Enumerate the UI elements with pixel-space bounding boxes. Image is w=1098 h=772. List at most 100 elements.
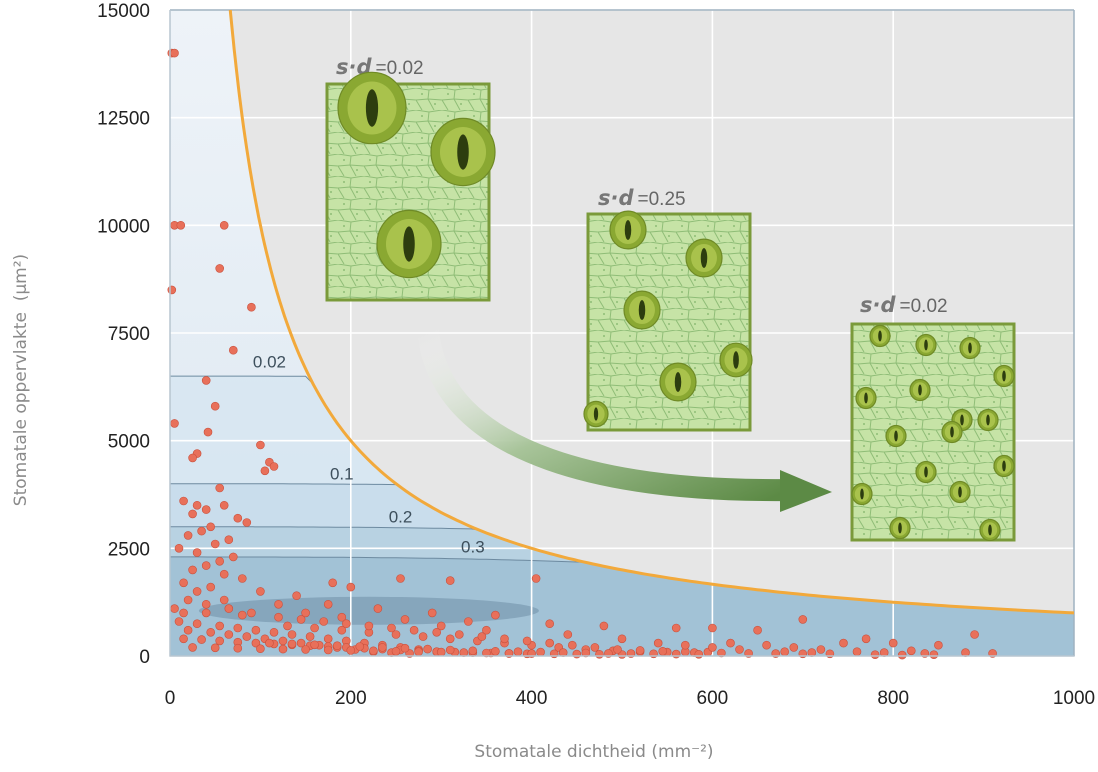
data-point — [934, 640, 943, 650]
data-point — [346, 646, 356, 655]
data-point — [206, 627, 215, 637]
data-point — [590, 643, 600, 652]
data-point — [219, 595, 229, 605]
data-point — [906, 646, 916, 656]
data-point — [680, 640, 690, 650]
data-point — [265, 638, 274, 648]
data-point — [170, 419, 179, 428]
trend-arrow — [417, 328, 791, 502]
data-point — [201, 376, 211, 385]
data-point — [233, 643, 243, 653]
data-point — [346, 582, 356, 592]
data-point — [400, 643, 410, 653]
boundary-curve — [228, 9, 1075, 615]
data-point — [500, 634, 509, 644]
stoma-pore — [986, 414, 990, 426]
y-tick-label: 7500 — [108, 324, 150, 345]
data-point — [369, 646, 378, 656]
stoma-pore — [988, 524, 992, 536]
data-point — [274, 599, 283, 609]
stoma-pore — [700, 248, 708, 268]
data-point — [364, 621, 374, 631]
data-point — [897, 650, 907, 660]
data-point — [531, 574, 541, 583]
data-point — [256, 440, 265, 450]
x-tick-label: 1000 — [1053, 688, 1095, 709]
stoma-pore — [457, 134, 469, 170]
data-point — [183, 531, 193, 540]
stoma-pore — [403, 226, 415, 262]
data-point — [513, 647, 523, 657]
data-point — [247, 302, 256, 312]
data-point — [170, 604, 179, 613]
data-point — [852, 647, 862, 657]
data-point — [323, 645, 333, 655]
stoma-pore — [924, 466, 928, 478]
data-point — [789, 643, 799, 652]
data-point — [188, 643, 197, 652]
data-point — [278, 636, 288, 646]
data-point — [418, 632, 428, 641]
data-point — [870, 650, 880, 660]
data-point — [396, 574, 405, 583]
data-point — [595, 649, 604, 659]
data-point — [423, 644, 432, 654]
data-point — [658, 646, 668, 656]
data-point — [201, 608, 211, 618]
stoma-pore — [924, 339, 928, 351]
data-point — [341, 619, 351, 629]
data-point — [296, 638, 306, 648]
stoma-pore — [674, 372, 682, 392]
data-point — [179, 608, 188, 618]
data-point — [251, 625, 261, 635]
data-point — [238, 574, 247, 583]
data-point — [260, 466, 270, 476]
data-point — [454, 630, 464, 639]
data-point — [224, 535, 234, 545]
data-point — [861, 634, 871, 644]
data-point — [310, 623, 319, 633]
inset-small-stomata: s·d =0.02 — [850, 293, 1016, 542]
data-point — [219, 221, 229, 230]
data-point — [188, 453, 197, 463]
data-point — [545, 619, 555, 629]
data-point — [653, 638, 663, 648]
data-point — [482, 648, 491, 658]
data-point — [414, 647, 423, 657]
data-point — [206, 522, 215, 532]
data-point — [278, 644, 288, 654]
data-point — [242, 632, 252, 641]
inset-2-sd-value: =0.25 — [638, 189, 686, 210]
data-point — [762, 640, 771, 650]
x-tick-labels: 0 200 400 600 800 1000 — [165, 688, 1095, 709]
data-point — [970, 630, 979, 639]
data-point — [694, 649, 704, 659]
x-tick-label: 600 — [697, 688, 729, 709]
data-point — [491, 610, 500, 620]
stoma-pore — [898, 522, 902, 534]
data-point — [210, 643, 220, 653]
inset-1-sd-value: =0.02 — [376, 58, 424, 79]
data-point — [256, 644, 265, 654]
data-point — [445, 576, 455, 585]
contour-label-2: 0.1 — [330, 464, 354, 483]
y-tick-labels: 0 2500 5000 7500 10000 12500 15000 — [97, 1, 150, 668]
data-point — [708, 643, 717, 652]
data-point — [219, 500, 229, 510]
data-point — [436, 621, 446, 631]
data-point — [269, 462, 279, 471]
data-point — [599, 621, 609, 631]
data-point — [188, 509, 197, 519]
data-point — [192, 587, 202, 596]
stoma-pore — [593, 407, 599, 421]
data-point — [581, 648, 591, 658]
data-point — [238, 610, 247, 620]
x-axis-title: Stomatale dichtheid (mm⁻²) — [474, 742, 713, 762]
data-point — [256, 587, 265, 596]
data-point — [229, 345, 238, 355]
data-point — [301, 645, 310, 654]
data-point — [287, 630, 297, 639]
data-point — [545, 638, 555, 648]
data-point — [567, 640, 577, 650]
stoma-pore — [1002, 370, 1006, 382]
